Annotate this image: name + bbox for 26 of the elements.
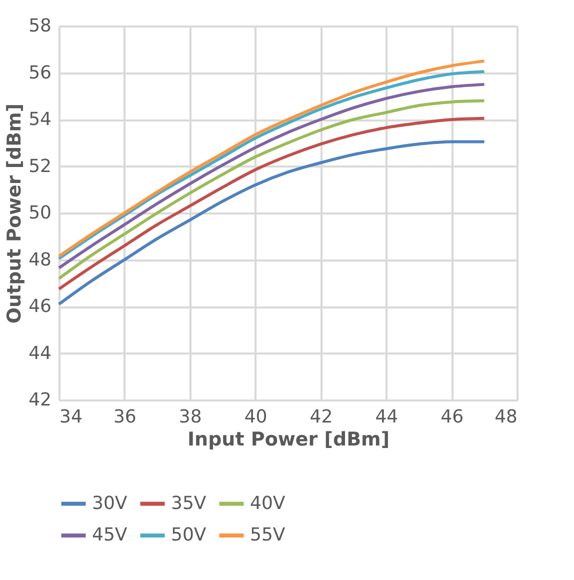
- y-tick-label: 44: [28, 342, 52, 364]
- y-tick-label: 42: [28, 390, 52, 410]
- legend-label: 45V: [92, 524, 128, 546]
- y-tick-label: 48: [28, 249, 52, 270]
- x-tick-label: 48: [494, 406, 518, 428]
- y-tick-label: 46: [28, 296, 52, 317]
- y-axis-title: Output Power [dBm]: [4, 103, 26, 324]
- x-tick-label: 40: [244, 406, 268, 428]
- line-series: [58, 140, 486, 306]
- legend-label: 35V: [171, 492, 207, 514]
- x-tick-label: 46: [440, 406, 464, 428]
- legend-label: 30V: [92, 492, 128, 514]
- legend-label: 55V: [250, 524, 286, 546]
- x-tick-label: 38: [178, 406, 202, 428]
- legend-label: 40V: [250, 492, 286, 514]
- y-tick-label: 52: [28, 156, 52, 177]
- legend-label: 50V: [171, 524, 207, 546]
- x-axis-title: Input Power [dBm]: [187, 428, 390, 450]
- y-tick-label: 56: [28, 62, 52, 84]
- x-tick-label: 42: [310, 406, 333, 428]
- y-tick-label: 50: [28, 202, 52, 224]
- x-tick-label: 36: [113, 406, 136, 428]
- y-tick-label: 58: [28, 16, 52, 36]
- x-tick-label: 34: [60, 406, 82, 428]
- x-tick-label: 44: [375, 406, 398, 428]
- y-tick-label: 54: [28, 109, 52, 130]
